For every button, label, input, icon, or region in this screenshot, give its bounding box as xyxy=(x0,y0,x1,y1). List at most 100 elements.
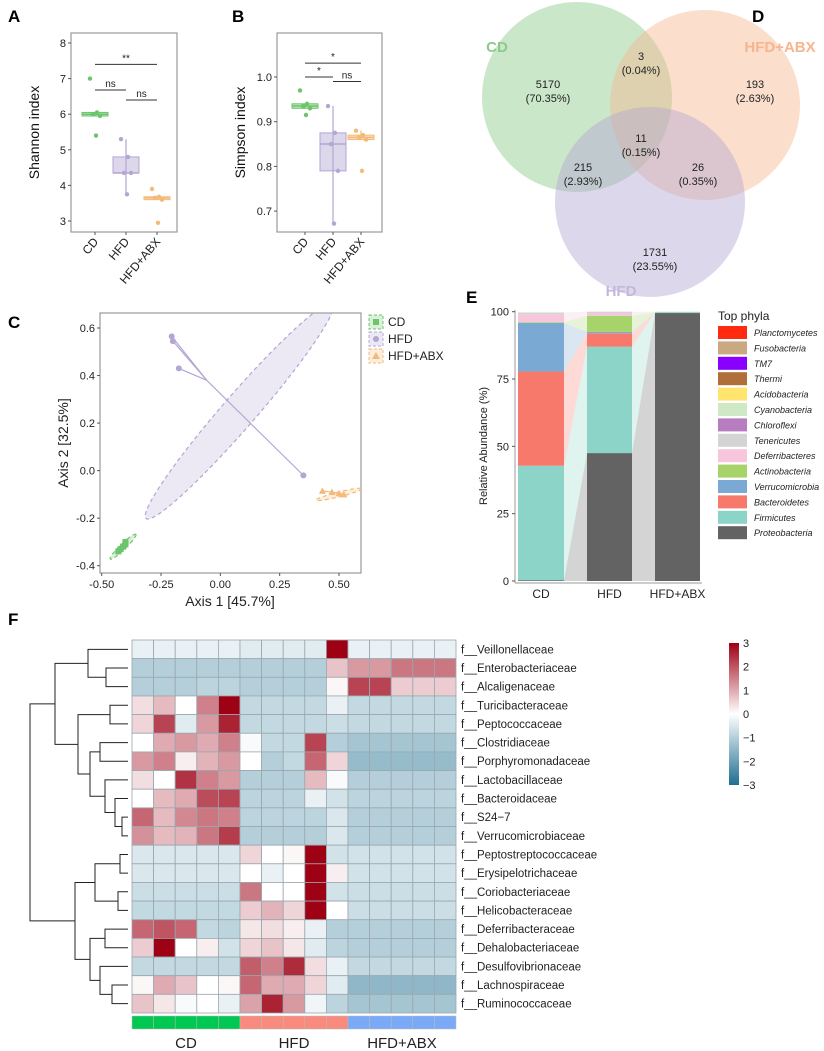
legend-swatch xyxy=(718,526,747,540)
heatmap-cell xyxy=(433,919,457,939)
group-annotation-cell xyxy=(304,1015,327,1030)
heatmap-cell xyxy=(196,882,219,902)
heatmap-cell xyxy=(153,714,176,734)
venn-panel: CD HFD+ABX HFD 5170 (70.35%) 3 (0.04%) 193 (2.63… xyxy=(482,2,816,300)
legend-label: Chloroflexi xyxy=(754,420,798,430)
heatmap-cell xyxy=(304,770,327,790)
plot-frame xyxy=(99,312,362,574)
heatmap-cell xyxy=(390,826,414,846)
data-point xyxy=(175,365,182,372)
heatmap-cell xyxy=(261,676,284,697)
heatmap-cell xyxy=(390,751,414,771)
data-point xyxy=(360,132,366,138)
heatmap-cell xyxy=(304,676,327,697)
heatmap-cell xyxy=(412,863,435,883)
heatmap-cell xyxy=(347,882,371,902)
heatmap-cell xyxy=(153,788,176,809)
y-tick-label: 0.2 xyxy=(80,418,95,430)
legend-swatch xyxy=(718,510,747,524)
heatmap-cell xyxy=(217,751,241,771)
heatmap-cell xyxy=(412,658,435,678)
legend-label: Bacteroidetes xyxy=(754,497,810,507)
group-label: CD xyxy=(175,1035,197,1051)
x-tick-label: HFD+ABX xyxy=(650,587,706,601)
heatmap-cell xyxy=(433,770,457,790)
group-annotation-cell xyxy=(326,1015,349,1030)
x-tick-label: 0.25 xyxy=(269,579,290,591)
heatmap-cell xyxy=(153,751,176,771)
heatmap-cell xyxy=(131,938,155,958)
row-label: f__Desulfovibrionaceae xyxy=(461,961,581,973)
heatmap-cell xyxy=(131,658,155,678)
panel-label: E xyxy=(466,288,477,307)
heatmap-cell xyxy=(196,658,219,678)
heatmap-cell xyxy=(369,993,392,1014)
heatmap-cell xyxy=(174,919,198,939)
data-point xyxy=(125,154,131,160)
legend-label: TM7 xyxy=(754,359,773,369)
y-tick-label: 8 xyxy=(60,38,66,50)
heatmap-cell xyxy=(239,714,263,734)
data-point xyxy=(307,106,313,111)
data-point xyxy=(304,101,310,107)
heatmap-cell xyxy=(347,919,371,939)
heatmap-cell xyxy=(239,658,263,678)
heatmap-cell xyxy=(261,844,284,865)
heatmap-cell xyxy=(131,732,155,753)
bar-segment xyxy=(655,313,700,581)
heatmap-cell xyxy=(325,993,349,1014)
group-label: HFD+ABX xyxy=(367,1035,437,1051)
dendrogram-branch xyxy=(89,937,105,981)
heatmap-cell xyxy=(282,993,306,1014)
y-tick-label: 7 xyxy=(60,74,66,86)
venn-region-percent: (0.15%) xyxy=(622,147,661,159)
plot-area xyxy=(109,313,361,560)
heatmap-cell xyxy=(325,900,349,921)
data-point xyxy=(128,170,134,176)
heatmap-cell xyxy=(153,900,176,921)
heatmap-cell xyxy=(261,658,284,678)
color-scale-tick: −3 xyxy=(743,780,756,792)
bar-segment xyxy=(587,311,632,314)
panel-label: D xyxy=(752,7,764,26)
heatmap-cell xyxy=(282,676,306,697)
data-point xyxy=(97,113,103,119)
heatmap-cell xyxy=(261,770,284,790)
heatmap-cell xyxy=(325,919,349,939)
heatmap-cell xyxy=(412,993,435,1014)
heatmap-cell xyxy=(412,695,435,716)
color-scale-tick: −1 xyxy=(743,733,756,745)
heatmap-cell xyxy=(282,975,306,995)
significance-label: ** xyxy=(122,53,130,64)
heatmap-cell xyxy=(390,695,414,716)
heatmap-cell xyxy=(174,788,198,809)
bar-segment xyxy=(518,580,564,581)
heatmap-cell xyxy=(217,882,241,902)
heatmap-cell xyxy=(433,882,457,902)
heatmap-cell xyxy=(369,714,392,734)
group-annotation-cell xyxy=(347,1015,370,1030)
heatmap-cell xyxy=(196,900,219,921)
heatmap-cell xyxy=(153,882,176,902)
heatmap-cell xyxy=(217,676,241,697)
venn-circle-cd xyxy=(482,2,672,192)
heatmap-cell xyxy=(412,919,435,939)
legend-label: Acidobacteria xyxy=(753,390,809,400)
row-label: f__Turicibacteraceae xyxy=(461,700,568,712)
heatmap-cell xyxy=(347,900,371,921)
alluvial-flow xyxy=(564,311,587,315)
heatmap-cell xyxy=(304,938,327,958)
heatmap-cell xyxy=(174,993,198,1014)
heatmap-cell xyxy=(131,714,155,734)
heatmap-cell xyxy=(325,676,349,697)
legend-marker xyxy=(373,319,379,325)
heatmap-cell xyxy=(131,882,155,902)
venn-region-percent: (0.35%) xyxy=(679,176,718,188)
dendrogram-branch xyxy=(89,751,105,797)
alluvial-flow xyxy=(632,312,655,347)
heatmap-cell xyxy=(261,882,284,902)
y-tick-label: 3 xyxy=(60,216,66,228)
y-tick-label: 25 xyxy=(497,509,509,521)
row-label: f__Verrucomicrobiaceae xyxy=(461,831,585,843)
